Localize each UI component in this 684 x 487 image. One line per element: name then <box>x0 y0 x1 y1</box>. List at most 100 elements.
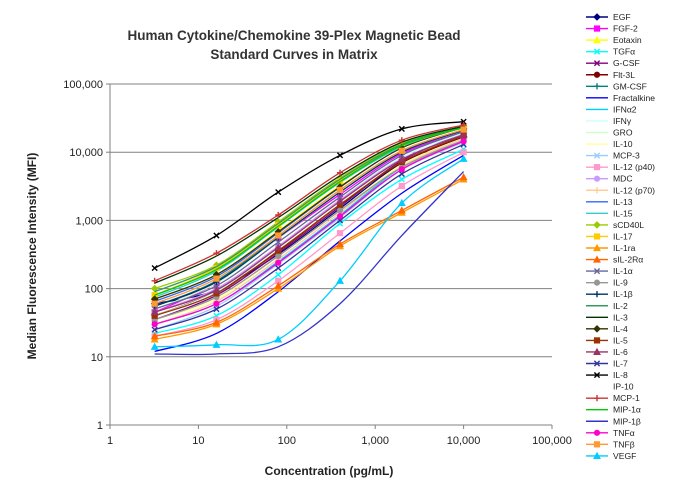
legend-label-scd40l: sCD40L <box>613 220 644 230</box>
series-line-il-12-p40 <box>154 151 464 337</box>
data-point-il-8 <box>336 152 344 159</box>
series-line-il-4 <box>154 128 464 300</box>
legend-entry-il-4: IL-4 <box>586 324 628 334</box>
legend-entry-il-1ra: IL-1ra <box>586 243 636 253</box>
legend-entry-il-17: IL-17 <box>586 231 633 241</box>
legend-entry-mcp-1: MCP-1 <box>586 393 640 403</box>
legend-label-tnf: TNFα <box>613 428 635 438</box>
data-point-il-8 <box>213 232 220 239</box>
legend-marker-mcp-1 <box>593 395 601 402</box>
data-point-tnf <box>336 186 344 194</box>
data-point-tnf <box>398 147 405 154</box>
series-il-2 <box>154 126 464 293</box>
legend-entry-gro: GRO <box>586 128 633 138</box>
data-point-mcp-1 <box>213 250 220 257</box>
legend-label-il-4: IL-4 <box>613 324 628 334</box>
data-point-il-1 <box>213 282 220 289</box>
legend-entry-il-8: IL-8 <box>586 370 628 380</box>
legend-label-il-8: IL-8 <box>613 370 628 380</box>
legend-entry-mdc: MDC <box>586 174 633 184</box>
data-point-il-6 <box>397 155 406 163</box>
legend-label-mip-1: MIP-1α <box>613 405 641 415</box>
data-point-il-7 <box>151 326 158 333</box>
series-line-il-5 <box>154 135 464 317</box>
legend-label-ifn: IFNγ <box>613 116 632 126</box>
legend-label-il-1: IL-1α <box>613 266 633 276</box>
data-point-sil-2r <box>274 281 283 289</box>
legend-entry-il-10: IL-10 <box>586 139 633 149</box>
legend-label-il-17: IL-17 <box>613 231 633 241</box>
data-point-il-6 <box>212 285 221 294</box>
legend-marker-il-17 <box>593 233 601 240</box>
data-point-mcp-1 <box>398 137 405 144</box>
x-tick-label: 100 <box>278 435 296 447</box>
x-tick-label: 10,000 <box>447 435 481 447</box>
legend-label-sil-2r: sIL-2Rα <box>613 255 643 265</box>
legend-entry-scd40l: sCD40L <box>586 220 644 230</box>
legend-entry-tnf: TNFβ <box>586 439 635 449</box>
legend-label-mcp-1: MCP-1 <box>613 393 640 403</box>
legend-marker-sil-2r <box>593 255 601 263</box>
series-line-tnf <box>154 128 464 305</box>
data-point-il-6 <box>274 243 283 251</box>
legend-marker-mdc <box>593 175 601 182</box>
legend-marker-il-8 <box>593 371 601 379</box>
y-tick-label: 10 <box>91 352 103 364</box>
legend-entry-egf: EGF <box>586 12 631 22</box>
y-axis-label: Median Fluorescence Intensity (MFI) <box>25 153 39 360</box>
legend-entry-il-13: IL-13 <box>586 197 633 207</box>
series-line-mip-1 <box>154 171 465 356</box>
data-point-tnf <box>275 232 282 239</box>
data-point-tnf <box>460 126 467 133</box>
legend-label-ip-10: IP-10 <box>613 382 634 392</box>
legend-marker-il-1 <box>593 291 601 298</box>
data-point-sil-2r <box>459 173 468 181</box>
data-point-il-6 <box>336 197 344 205</box>
series-line-il-9 <box>154 139 464 321</box>
legend-entry-vegf: VEGF <box>586 451 636 461</box>
legend-entry-flt-3l: Flt-3L <box>586 70 635 80</box>
legend-label-il-3: IL-3 <box>613 312 628 322</box>
legend-label-mdc: MDC <box>613 174 633 184</box>
legend-marker-tgf <box>593 48 601 55</box>
legend-label-il-10: IL-10 <box>613 139 633 149</box>
legend-marker-fgf-2 <box>593 25 601 32</box>
legend-label-mip-1: MIP-1β <box>613 416 641 426</box>
data-point-vegf <box>150 342 159 350</box>
series-line-il-1ra <box>154 178 464 341</box>
legend-label-fractalkine: Fractalkine <box>613 93 655 103</box>
legend-marker-il-9 <box>593 279 601 286</box>
data-point-vegf <box>336 276 344 284</box>
data-point-il-6 <box>150 308 159 316</box>
legend-entry-mip-1: MIP-1β <box>586 416 641 426</box>
legend-marker-il-1 <box>593 268 601 275</box>
legend-marker-flt-3l <box>593 71 601 78</box>
data-point-mcp-1 <box>336 169 344 176</box>
data-point-tnf <box>275 259 282 266</box>
legend-entry-il-5: IL-5 <box>586 335 628 345</box>
legend-label-vegf: VEGF <box>613 451 636 461</box>
data-point-sil-2r <box>150 332 159 340</box>
series-vegf <box>150 154 468 350</box>
legend-label-tgf: TGFα <box>613 47 635 57</box>
data-point-sil-2r <box>212 318 221 326</box>
legend-entry-mcp-3: MCP-3 <box>586 151 640 161</box>
legend-label-gro: GRO <box>613 128 633 138</box>
legend-marker-vegf <box>593 451 601 459</box>
data-point-tnf <box>460 138 467 145</box>
legend-label-il-5: IL-5 <box>613 335 628 345</box>
legend-entry-il-9: IL-9 <box>586 278 628 288</box>
legend-entry-ifn: IFNγ <box>586 116 632 126</box>
series-tnf <box>151 126 467 307</box>
legend-entry-il-12-p40: IL-12 (p40) <box>586 162 655 172</box>
legend-marker-il-7 <box>593 360 601 367</box>
series-il-8 <box>151 118 467 272</box>
legend-entry-il-7: IL-7 <box>586 359 628 369</box>
legend-entry-eotaxin: Eotaxin <box>586 35 642 45</box>
legend-label-flt-3l: Flt-3L <box>613 70 635 80</box>
legend-label-il-1: IL-1β <box>613 289 633 299</box>
series-il-3 <box>154 125 464 284</box>
x-tick-label: 100,000 <box>532 435 572 447</box>
